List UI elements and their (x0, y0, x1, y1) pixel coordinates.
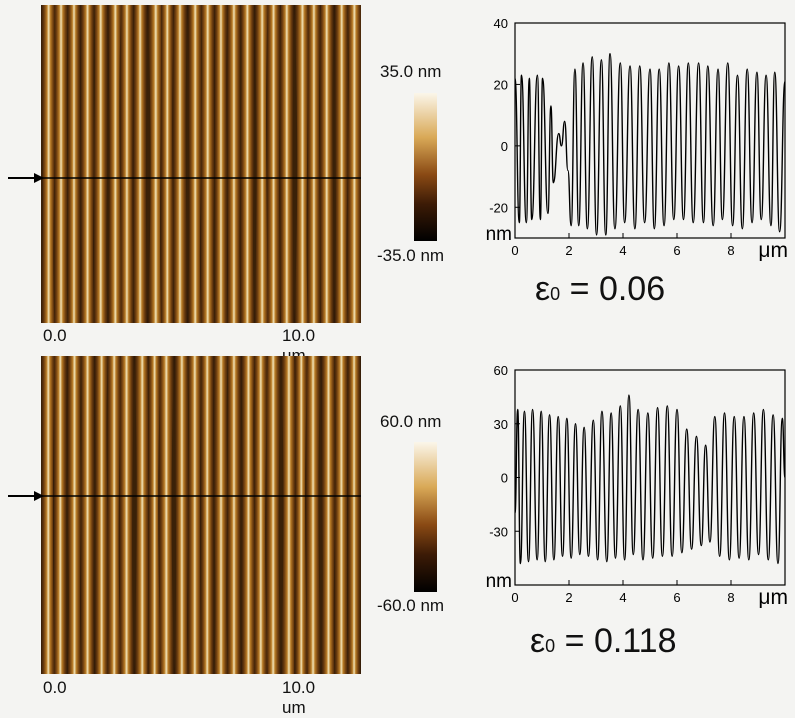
stripe (107, 5, 123, 323)
stripe (294, 356, 309, 674)
colorbar-bottom (414, 442, 437, 592)
x-unit-label: μm (758, 239, 788, 262)
stripe (306, 5, 322, 323)
epsilon-value: = 0.06 (569, 270, 666, 308)
stripe (172, 5, 188, 323)
x-tick-label: 2 (565, 243, 572, 258)
epsilon-subscript: 0 (550, 284, 561, 304)
y-tick-label: 0 (501, 139, 508, 154)
stripe (106, 356, 122, 674)
epsilon-label-top: ε0 = 0.06 (535, 270, 665, 309)
y-tick-label: 30 (494, 417, 508, 432)
profile-line (514, 394, 786, 565)
stripe (281, 356, 297, 674)
y-tick-label: 0 (501, 471, 508, 486)
stripe (41, 5, 57, 323)
colorbar-min-label: -35.0 nm (377, 246, 445, 265)
colorbar-min-label: -60.0 nm (377, 596, 445, 615)
y-unit-label: nm (486, 224, 512, 245)
epsilon-symbol: ε (535, 270, 551, 308)
stripe (118, 356, 135, 674)
stripe (93, 5, 109, 323)
stripe (187, 356, 203, 674)
stripe (239, 5, 255, 323)
stripe (66, 5, 82, 323)
scan-arrow-icon (8, 491, 44, 501)
colorbar-top (414, 93, 437, 241)
epsilon-label-bottom: ε0 = 0.118 (530, 622, 677, 661)
x-tick-label: 0 (511, 243, 518, 258)
epsilon-value: = 0.118 (564, 622, 677, 660)
x-tick-label: 6 (673, 243, 680, 258)
profile-line (514, 53, 786, 236)
x-tick-label: 6 (673, 590, 680, 605)
y-tick-label: -20 (489, 200, 508, 215)
x-tick-label: 8 (727, 590, 734, 605)
epsilon-symbol: ε (530, 622, 546, 660)
stripe (66, 356, 83, 674)
stripe (254, 5, 270, 323)
stripe (266, 5, 281, 323)
stripe (187, 5, 203, 323)
stripe (41, 356, 56, 674)
stripe (134, 356, 151, 674)
stripe (160, 5, 175, 323)
stripe (347, 356, 361, 674)
height-profile-chart-top: 40 20 0 -20 0 2 4 6 8 nm μm (486, 16, 788, 262)
y-tick-label: 20 (494, 77, 508, 92)
stripe (213, 356, 229, 674)
y-tick-label: 40 (494, 16, 508, 31)
stripe (294, 5, 311, 323)
epsilon-subscript: 0 (545, 636, 556, 656)
x-unit-label: μm (758, 586, 788, 609)
image-x-start-label: 0.0 (43, 326, 67, 345)
x-tick-label: 2 (565, 590, 572, 605)
x-tick-label: 8 (727, 243, 734, 258)
stripe (253, 356, 269, 674)
stripe (265, 356, 281, 674)
afm-image-bottom (41, 356, 361, 674)
x-tick-label: 4 (619, 590, 626, 605)
scan-arrow-icon (8, 173, 44, 183)
stripe (334, 5, 350, 323)
stripe (79, 356, 96, 674)
stripe (200, 356, 215, 674)
stripe (226, 5, 242, 323)
stripe (279, 5, 295, 323)
image-x-start-label: 0.0 (43, 678, 67, 697)
stripe (53, 5, 69, 323)
stripe (132, 5, 148, 323)
plot-frame (514, 22, 786, 239)
height-profile-chart-bottom: 60 30 0 -30 0 2 4 6 8 nm μm (486, 363, 788, 609)
stripe (333, 356, 350, 674)
stripe (320, 356, 337, 674)
stripe (213, 5, 229, 323)
stripe (80, 5, 95, 323)
colorbar-max-label: 35.0 nm (380, 62, 442, 81)
stripe (199, 5, 216, 323)
x-tick-label: 0 (511, 590, 518, 605)
stripe (319, 5, 335, 323)
stripe (147, 5, 164, 323)
image-x-end-label: 10.0 um (282, 678, 316, 717)
stripe (52, 356, 68, 674)
y-tick-label: -30 (489, 524, 508, 539)
stripe (241, 356, 256, 674)
stripe (346, 5, 361, 323)
stripe (158, 356, 175, 674)
stripe (94, 356, 109, 674)
colorbar-max-label: 60.0 nm (380, 412, 442, 431)
stripe (174, 356, 190, 674)
stripe (305, 356, 321, 674)
stripe (119, 5, 135, 323)
afm-image-top (41, 5, 361, 323)
stripe (226, 356, 242, 674)
x-tick-label: 4 (619, 243, 626, 258)
y-tick-label: 60 (494, 363, 508, 378)
stripe (147, 356, 162, 674)
y-unit-label: nm (486, 571, 512, 592)
